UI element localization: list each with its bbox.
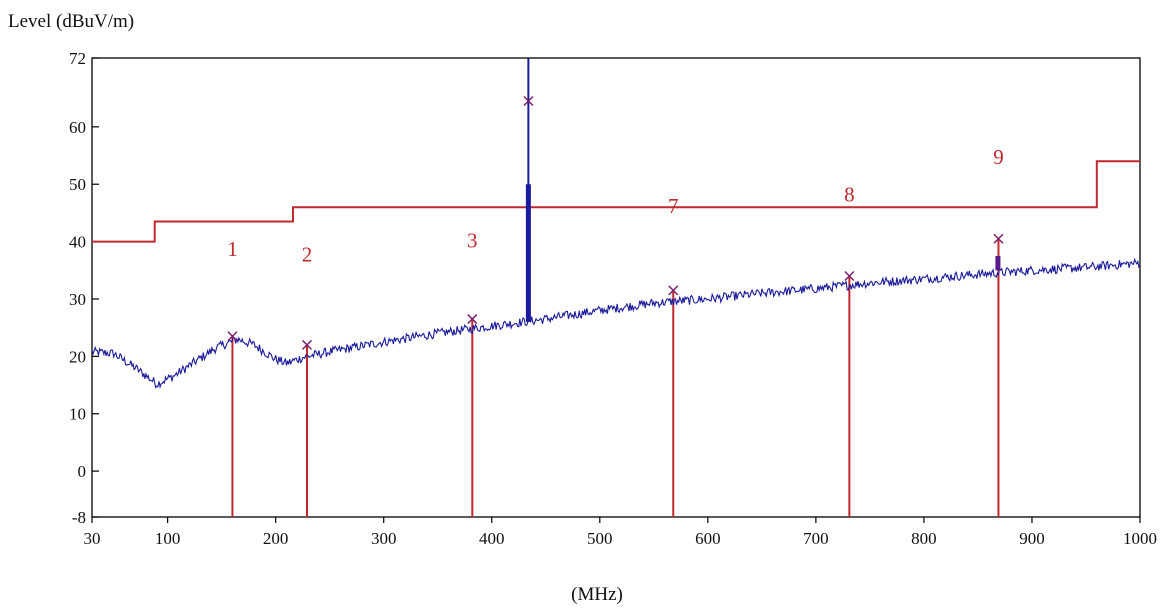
plot-frame [91, 57, 1141, 518]
y-tick-label: 20 [69, 347, 86, 366]
x-tick-label: 900 [1019, 529, 1045, 548]
x-tick-label: 500 [587, 529, 613, 548]
marker-cross [993, 233, 1004, 244]
x-axis-ticks: 30 100 200 300 400 500 600 700 800 900 1000 [84, 517, 1157, 548]
noise-floor-path [91, 257, 1141, 390]
marker-label: 7 [668, 194, 679, 218]
y-tick-label: 50 [69, 175, 86, 194]
marker-label: 9 [993, 145, 1004, 169]
marker-cross [227, 331, 238, 342]
x-tick-label: 100 [155, 529, 181, 548]
marker-lines [231, 238, 1000, 517]
x-tick-label: 1000 [1123, 529, 1157, 548]
y-tick-label: -8 [72, 508, 86, 527]
y-tick-label: 60 [69, 118, 86, 137]
x-tick-label: 800 [911, 529, 937, 548]
x-tick-label: 600 [695, 529, 721, 548]
marker-labels: 1 2 3 7 8 9 [227, 145, 1004, 267]
marker-label: 1 [227, 237, 238, 261]
x-tick-label: 400 [479, 529, 505, 548]
marker-cross [301, 339, 313, 350]
y-tick-label: 10 [69, 405, 86, 424]
limit-line [92, 160, 1140, 243]
y-axis-ticks: 72 60 50 40 30 20 10 0 -8 [69, 49, 99, 527]
marker-cross [467, 314, 478, 325]
y-tick-label: 30 [69, 290, 86, 309]
marker-crosses [227, 96, 1004, 350]
x-tick-label: 30 [84, 529, 101, 548]
x-tick-label: 200 [263, 529, 289, 548]
plot-area-border [91, 57, 1141, 518]
marker-cross [844, 270, 855, 282]
y-tick-label: 0 [78, 462, 87, 481]
limit-line-path [92, 160, 1140, 243]
x-axis-label: (MHz) [571, 584, 623, 605]
x-tick-label: 700 [803, 529, 829, 548]
x-tick-label: 300 [371, 529, 397, 548]
y-tick-label: 72 [69, 49, 86, 68]
marker-label: 2 [302, 243, 313, 267]
emission-spikes [525, 58, 1001, 322]
marker-label: 3 [467, 228, 478, 252]
marker-cross [668, 285, 679, 296]
marker-cross [523, 96, 534, 107]
marker-label: 8 [844, 182, 855, 206]
y-axis-label: Level (dBuV/m) [8, 11, 134, 32]
y-tick-label: 40 [69, 233, 86, 252]
noise-floor-trace [91, 257, 1141, 390]
